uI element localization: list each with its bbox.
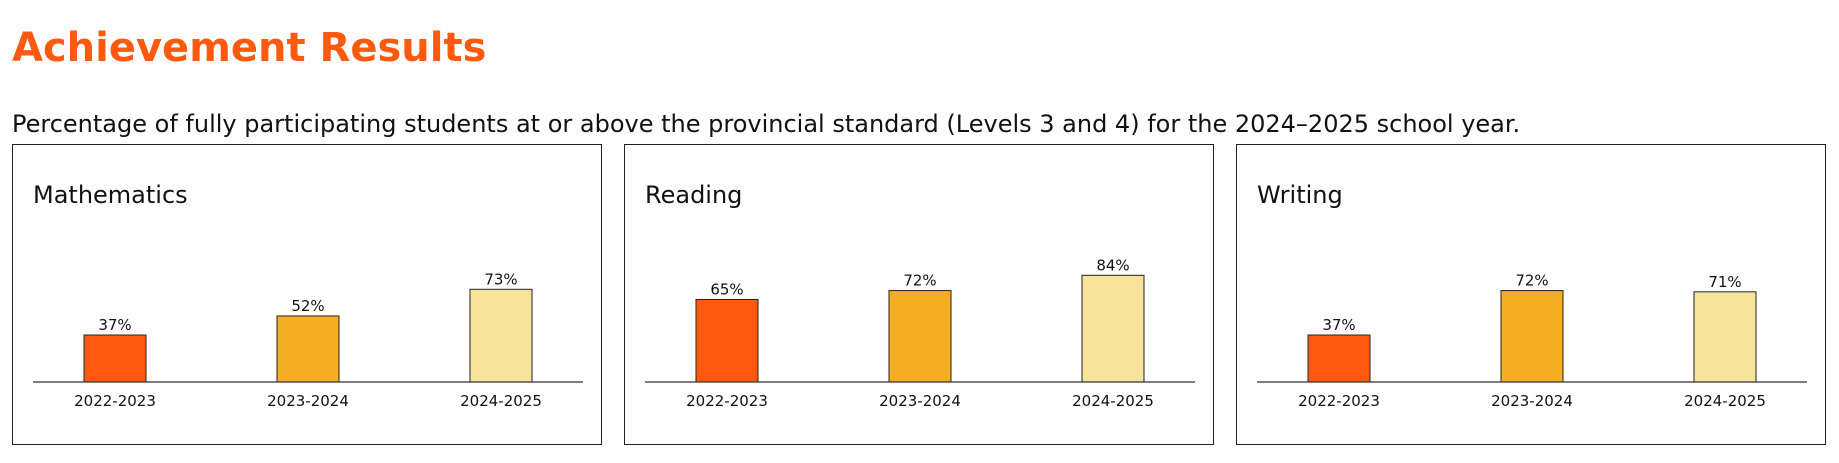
page-subtitle: Percentage of fully participating studen…	[12, 110, 1521, 138]
data-label: 84%	[1096, 256, 1129, 274]
bar-2022-2023	[83, 334, 147, 383]
x-tick-label: 2023-2024	[267, 392, 349, 410]
x-tick-label: 2022-2023	[1298, 392, 1380, 410]
chart-title: Mathematics	[33, 181, 188, 209]
bar-2024-2025	[1081, 274, 1145, 383]
x-tick-label: 2023-2024	[1491, 392, 1573, 410]
bar-2023-2024	[276, 315, 340, 383]
x-tick-label: 2022-2023	[74, 392, 156, 410]
data-label: 72%	[1515, 272, 1548, 290]
data-label: 37%	[1322, 316, 1355, 334]
data-label: 73%	[484, 270, 517, 288]
reading-chart-panel: Reading 65% 2022-2023 72% 2023-2024 84% 2024-…	[624, 144, 1214, 445]
data-label: 65%	[710, 280, 743, 298]
data-label: 71%	[1708, 273, 1741, 291]
data-label: 72%	[903, 272, 936, 290]
data-label: 37%	[98, 316, 131, 334]
bar-2023-2024	[1500, 290, 1564, 383]
bar-2024-2025	[469, 288, 533, 383]
reading-bar-chart: 65% 2022-2023 72% 2023-2024 84% 2024-2025	[645, 256, 1195, 410]
writing-chart-panel: Writing 37% 2022-2023 72% 2023-2024 71% 2024-…	[1236, 144, 1826, 445]
data-label: 52%	[291, 297, 324, 315]
writing-bar-chart: 37% 2022-2023 72% 2023-2024 71% 2024-2025	[1257, 272, 1807, 410]
mathematics-chart-panel: Mathematics 37% 2022-2023 52% 2023-2024 73% 2…	[12, 144, 602, 445]
bar-2022-2023	[695, 298, 759, 383]
mathematics-bar-chart: 37% 2022-2023 52% 2023-2024 73% 2024-2025	[33, 270, 583, 410]
x-tick-label: 2024-2025	[460, 392, 542, 410]
x-tick-label: 2024-2025	[1072, 392, 1154, 410]
bar-2023-2024	[888, 290, 952, 383]
bar-2022-2023	[1307, 334, 1371, 383]
chart-title: Writing	[1257, 181, 1343, 209]
x-tick-label: 2023-2024	[879, 392, 961, 410]
x-tick-label: 2024-2025	[1684, 392, 1766, 410]
page-title: Achievement Results	[12, 25, 487, 71]
bar-2024-2025	[1693, 291, 1757, 383]
chart-title: Reading	[645, 181, 743, 209]
x-tick-label: 2022-2023	[686, 392, 768, 410]
